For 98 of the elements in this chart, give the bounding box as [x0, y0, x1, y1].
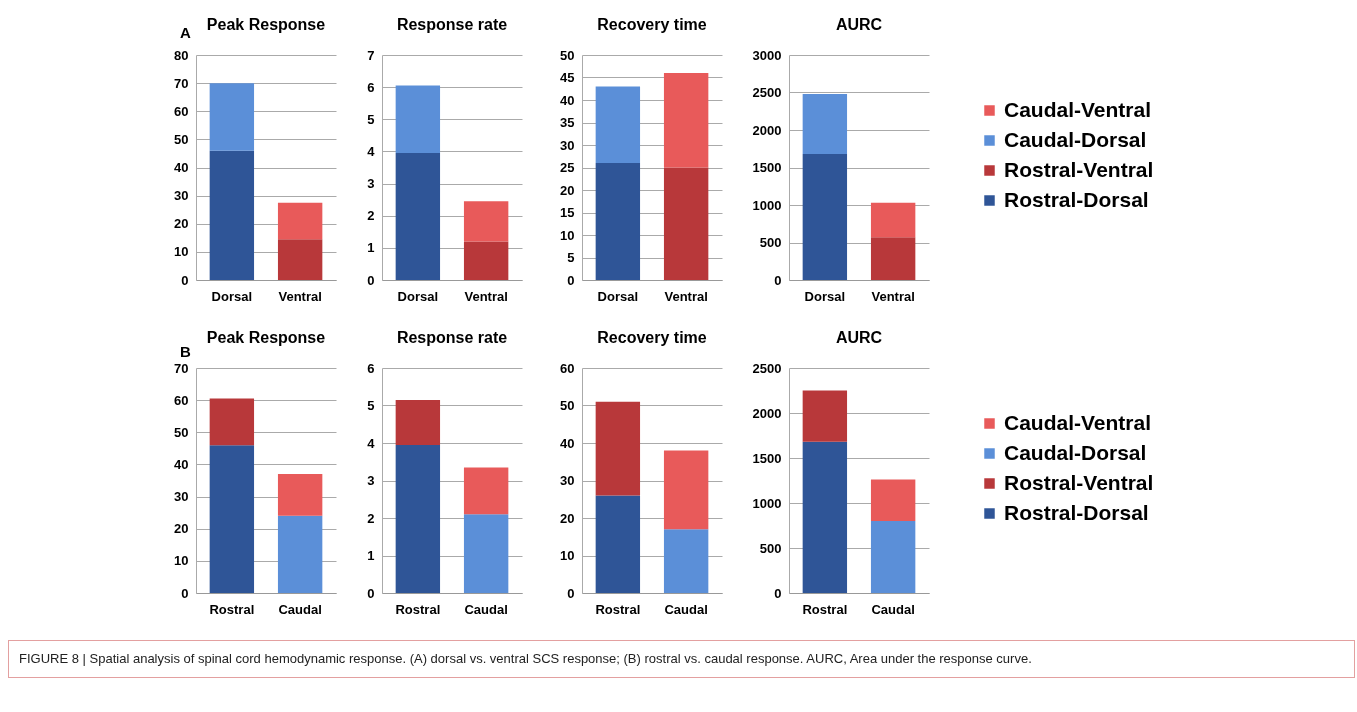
y-tick-label: 0 — [567, 585, 575, 601]
chart-title: Recovery time — [597, 16, 707, 33]
text: B — [180, 343, 191, 360]
y-tick-label: 1500 — [752, 160, 782, 175]
y-tick-label: 50 — [174, 131, 189, 147]
y-tick-label: 1 — [367, 548, 375, 563]
x-tick-label: Caudal — [278, 601, 322, 617]
y-tick-label: 2 — [367, 510, 375, 526]
y-tick-label: 0 — [367, 272, 375, 288]
y-tick-label: 3 — [367, 473, 375, 488]
y-tick-label: 5 — [367, 111, 375, 127]
y-tick-label: 0 — [367, 585, 375, 601]
y-tick-label: 0 — [181, 272, 189, 288]
legend-label: Caudal-Dorsal — [1004, 440, 1147, 464]
x-tick-label: Rostral — [395, 601, 441, 617]
legend-label: Rostral-Dorsal — [1004, 187, 1149, 211]
x-tick-label: Rostral — [595, 601, 641, 617]
y-tick-label: 10 — [174, 553, 189, 569]
legend-label: Caudal-Dorsal — [1004, 127, 1147, 151]
x-tick-label: Ventral — [464, 288, 508, 304]
y-tick-label: 2500 — [752, 360, 782, 376]
chart-title: Response rate — [396, 16, 508, 33]
y-tick-label: 500 — [759, 235, 782, 250]
y-tick-label: 7 — [367, 47, 375, 63]
legend-label: Caudal-Ventral — [1004, 97, 1152, 121]
y-tick-label: 5 — [367, 398, 375, 413]
y-tick-label: 50 — [174, 424, 189, 440]
x-tick-label: Caudal — [664, 601, 708, 617]
y-tick-label: 10 — [560, 227, 575, 243]
text: A — [180, 24, 191, 41]
y-tick-label: 45 — [560, 70, 575, 85]
y-tick-label: 60 — [174, 103, 189, 119]
y-tick-label: 3 — [367, 176, 375, 192]
y-tick-label: 2 — [367, 208, 375, 224]
y-tick-label: 30 — [174, 188, 189, 204]
y-tick-label: 35 — [560, 115, 575, 130]
y-tick-label: 1000 — [752, 197, 782, 213]
x-tick-label: Ventral — [871, 288, 915, 304]
y-tick-label: 2000 — [752, 405, 782, 421]
y-tick-label: 20 — [174, 216, 189, 232]
x-tick-label: Dorsal — [597, 288, 639, 304]
y-tick-label: 4 — [367, 435, 376, 451]
y-tick-label: 40 — [560, 92, 575, 108]
y-tick-label: 0 — [774, 272, 782, 288]
caption: FIGURE 8 | Spatial analysis of spinal cord hemodynamic response. (A) dorsal vs. ventral SCS response; (B) rostral vs. caudal response. AURC, Area under the response curve. — [19, 650, 1033, 668]
legend-label: Rostral-Ventral — [1004, 157, 1154, 181]
x-tick-label: Caudal — [464, 601, 508, 617]
y-tick-label: 0 — [774, 585, 782, 601]
y-tick-label: 0 — [567, 272, 575, 288]
y-tick-label: 50 — [560, 47, 575, 63]
y-tick-label: 25 — [560, 160, 575, 175]
y-tick-label: 6 — [367, 79, 375, 95]
y-tick-label: 20 — [560, 510, 575, 526]
y-tick-label: 30 — [560, 137, 575, 153]
y-tick-label: 0 — [181, 585, 189, 601]
y-tick-label: 4 — [367, 143, 376, 159]
x-tick-label: Dorsal — [804, 288, 846, 304]
y-tick-label: 30 — [174, 489, 189, 505]
y-tick-label: 50 — [560, 398, 575, 413]
y-tick-label: 500 — [759, 540, 782, 556]
x-tick-label: Ventral — [664, 288, 708, 304]
y-tick-label: 30 — [560, 473, 575, 488]
y-tick-label: 10 — [560, 548, 575, 563]
x-tick-label: Dorsal — [211, 288, 253, 304]
legend-label: Caudal-Ventral — [1004, 410, 1152, 434]
y-tick-label: 70 — [174, 360, 189, 376]
chart-title: Peak Response — [206, 16, 326, 33]
legend-label: Rostral-Dorsal — [1004, 500, 1149, 524]
y-tick-label: 70 — [174, 75, 189, 91]
chart-title: Response rate — [396, 329, 508, 346]
y-tick-label: 60 — [174, 392, 189, 408]
x-tick-label: Rostral — [209, 601, 255, 617]
chart-title: Recovery time — [597, 329, 707, 346]
y-tick-label: 3000 — [752, 47, 782, 63]
legend-label: Rostral-Ventral — [1004, 470, 1154, 494]
y-tick-label: 6 — [367, 360, 375, 376]
y-tick-label: 5 — [567, 250, 575, 265]
y-tick-label: 1 — [367, 240, 375, 256]
chart-title: AURC — [835, 329, 883, 346]
x-tick-label: Rostral — [802, 601, 848, 617]
y-tick-label: 40 — [560, 435, 575, 451]
y-tick-label: 15 — [560, 205, 575, 220]
chart-title: Peak Response — [206, 329, 326, 346]
y-tick-label: 60 — [560, 360, 575, 376]
y-tick-label: 2500 — [752, 85, 782, 100]
y-tick-label: 40 — [174, 456, 189, 472]
x-tick-label: Ventral — [278, 288, 322, 304]
y-tick-label: 20 — [560, 182, 575, 198]
y-tick-label: 1000 — [752, 495, 782, 511]
y-tick-label: 20 — [174, 521, 189, 537]
x-tick-label: Dorsal — [397, 288, 439, 304]
y-tick-label: 2000 — [752, 122, 782, 138]
x-tick-label: Caudal — [871, 601, 915, 617]
y-tick-label: 80 — [174, 47, 189, 63]
y-tick-label: 1500 — [752, 450, 782, 466]
y-tick-label: 40 — [174, 160, 189, 175]
y-tick-label: 10 — [174, 244, 189, 260]
chart-title: AURC — [835, 16, 883, 33]
